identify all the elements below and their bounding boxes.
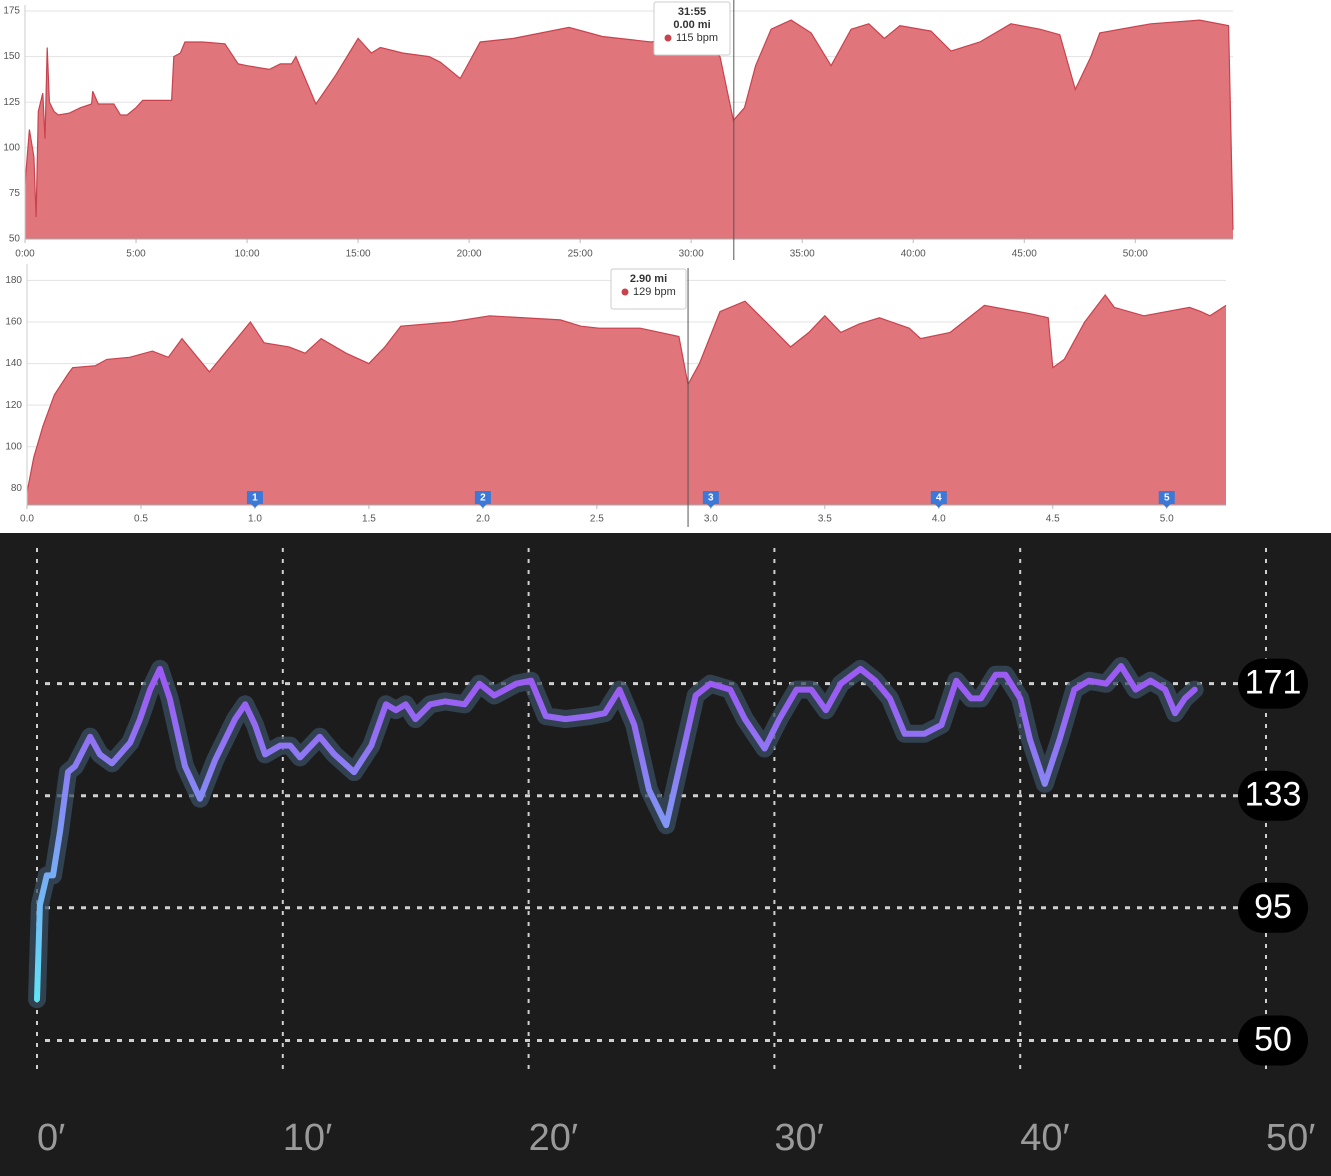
lap-marker <box>474 491 491 508</box>
lap-marker-label: 4 <box>936 493 942 504</box>
heart-rate-line <box>34 663 1198 1003</box>
tooltip-text: 129 bpm <box>633 286 676 298</box>
y-tick-pill <box>1238 658 1308 709</box>
tooltip-text: 0.00 mi <box>673 19 710 31</box>
y-tick-label: 150 <box>3 51 20 62</box>
x-tick-label: 35:00 <box>790 249 815 260</box>
x-tick-label: 20′ <box>529 1117 578 1159</box>
y-tick-label: 100 <box>5 441 22 452</box>
y-tick-label: 125 <box>3 97 20 108</box>
x-tick-label: 30′ <box>774 1117 823 1159</box>
x-tick-label: 3.5 <box>818 514 832 525</box>
lap-marker <box>930 491 947 508</box>
x-tick-label: 1.5 <box>362 514 376 525</box>
y-tick-label: 133 <box>1245 776 1302 814</box>
y-tick-label: 171 <box>1245 664 1302 702</box>
x-tick-label: 5.0 <box>1160 514 1174 525</box>
x-tick-label: 40:00 <box>901 249 926 260</box>
tooltip-box <box>653 1 731 56</box>
x-tick-label: 2.0 <box>476 514 490 525</box>
y-tick-label: 175 <box>3 6 20 17</box>
x-tick-label: 40′ <box>1020 1117 1069 1159</box>
bottom-background <box>0 533 1331 1176</box>
heart-rate-line <box>24 19 1234 230</box>
y-tick-label: 75 <box>9 188 21 199</box>
x-tick-label: 10:00 <box>235 249 260 260</box>
y-tick-label: 50 <box>9 234 21 245</box>
x-tick-label: 10′ <box>283 1117 332 1159</box>
y-tick-label: 95 <box>1254 888 1292 926</box>
x-tick-label: 0:00 <box>15 249 35 260</box>
tooltip-text: 115 bpm <box>676 32 718 44</box>
heart-rate-area <box>27 295 1226 505</box>
y-tick-label: 50 <box>1254 1020 1292 1058</box>
lap-marker-label: 5 <box>1164 493 1170 504</box>
lap-marker <box>702 491 719 508</box>
x-tick-label: 50:00 <box>1123 249 1148 260</box>
tooltip-box <box>610 268 687 310</box>
x-tick-label: 2.5 <box>590 514 604 525</box>
y-tick-pill <box>1238 770 1308 821</box>
x-tick-label: 4.5 <box>1046 514 1060 525</box>
x-tick-label: 0′ <box>37 1117 65 1159</box>
x-tick-label: 5:00 <box>126 249 146 260</box>
x-tick-label: 15:00 <box>346 249 371 260</box>
x-tick-label: 4.0 <box>932 514 946 525</box>
x-tick-label: 45:00 <box>1012 249 1037 260</box>
lap-marker <box>1158 491 1175 508</box>
x-tick-label: 20:00 <box>457 249 482 260</box>
y-tick-pill <box>1238 882 1308 933</box>
y-tick-label: 180 <box>5 275 22 286</box>
x-tick-label: 3.0 <box>704 514 718 525</box>
x-tick-label: 0.0 <box>20 514 34 525</box>
x-tick-label: 0.5 <box>134 514 148 525</box>
tooltip-dot <box>664 34 672 42</box>
tooltip-dot <box>621 288 629 296</box>
x-tick-label: 50′ <box>1266 1117 1315 1159</box>
x-tick-label: 25:00 <box>568 249 593 260</box>
tooltip-text: 31:55 <box>678 6 706 18</box>
lap-marker-label: 1 <box>252 493 258 504</box>
heart-rate-line <box>26 293 1227 493</box>
lap-marker <box>246 491 263 508</box>
y-tick-label: 100 <box>3 142 20 153</box>
tooltip-text: 2.90 mi <box>630 273 667 285</box>
lap-marker-label: 2 <box>480 493 486 504</box>
x-tick-label: 30:00 <box>679 249 704 260</box>
y-tick-pill <box>1238 1015 1308 1066</box>
y-tick-label: 120 <box>5 400 22 411</box>
lap-marker-label: 3 <box>708 493 714 504</box>
y-tick-label: 160 <box>5 317 22 328</box>
x-tick-label: 1.0 <box>248 514 262 525</box>
heart-rate-area <box>25 20 1233 239</box>
y-tick-label: 140 <box>5 358 22 369</box>
y-tick-label: 80 <box>11 483 23 494</box>
